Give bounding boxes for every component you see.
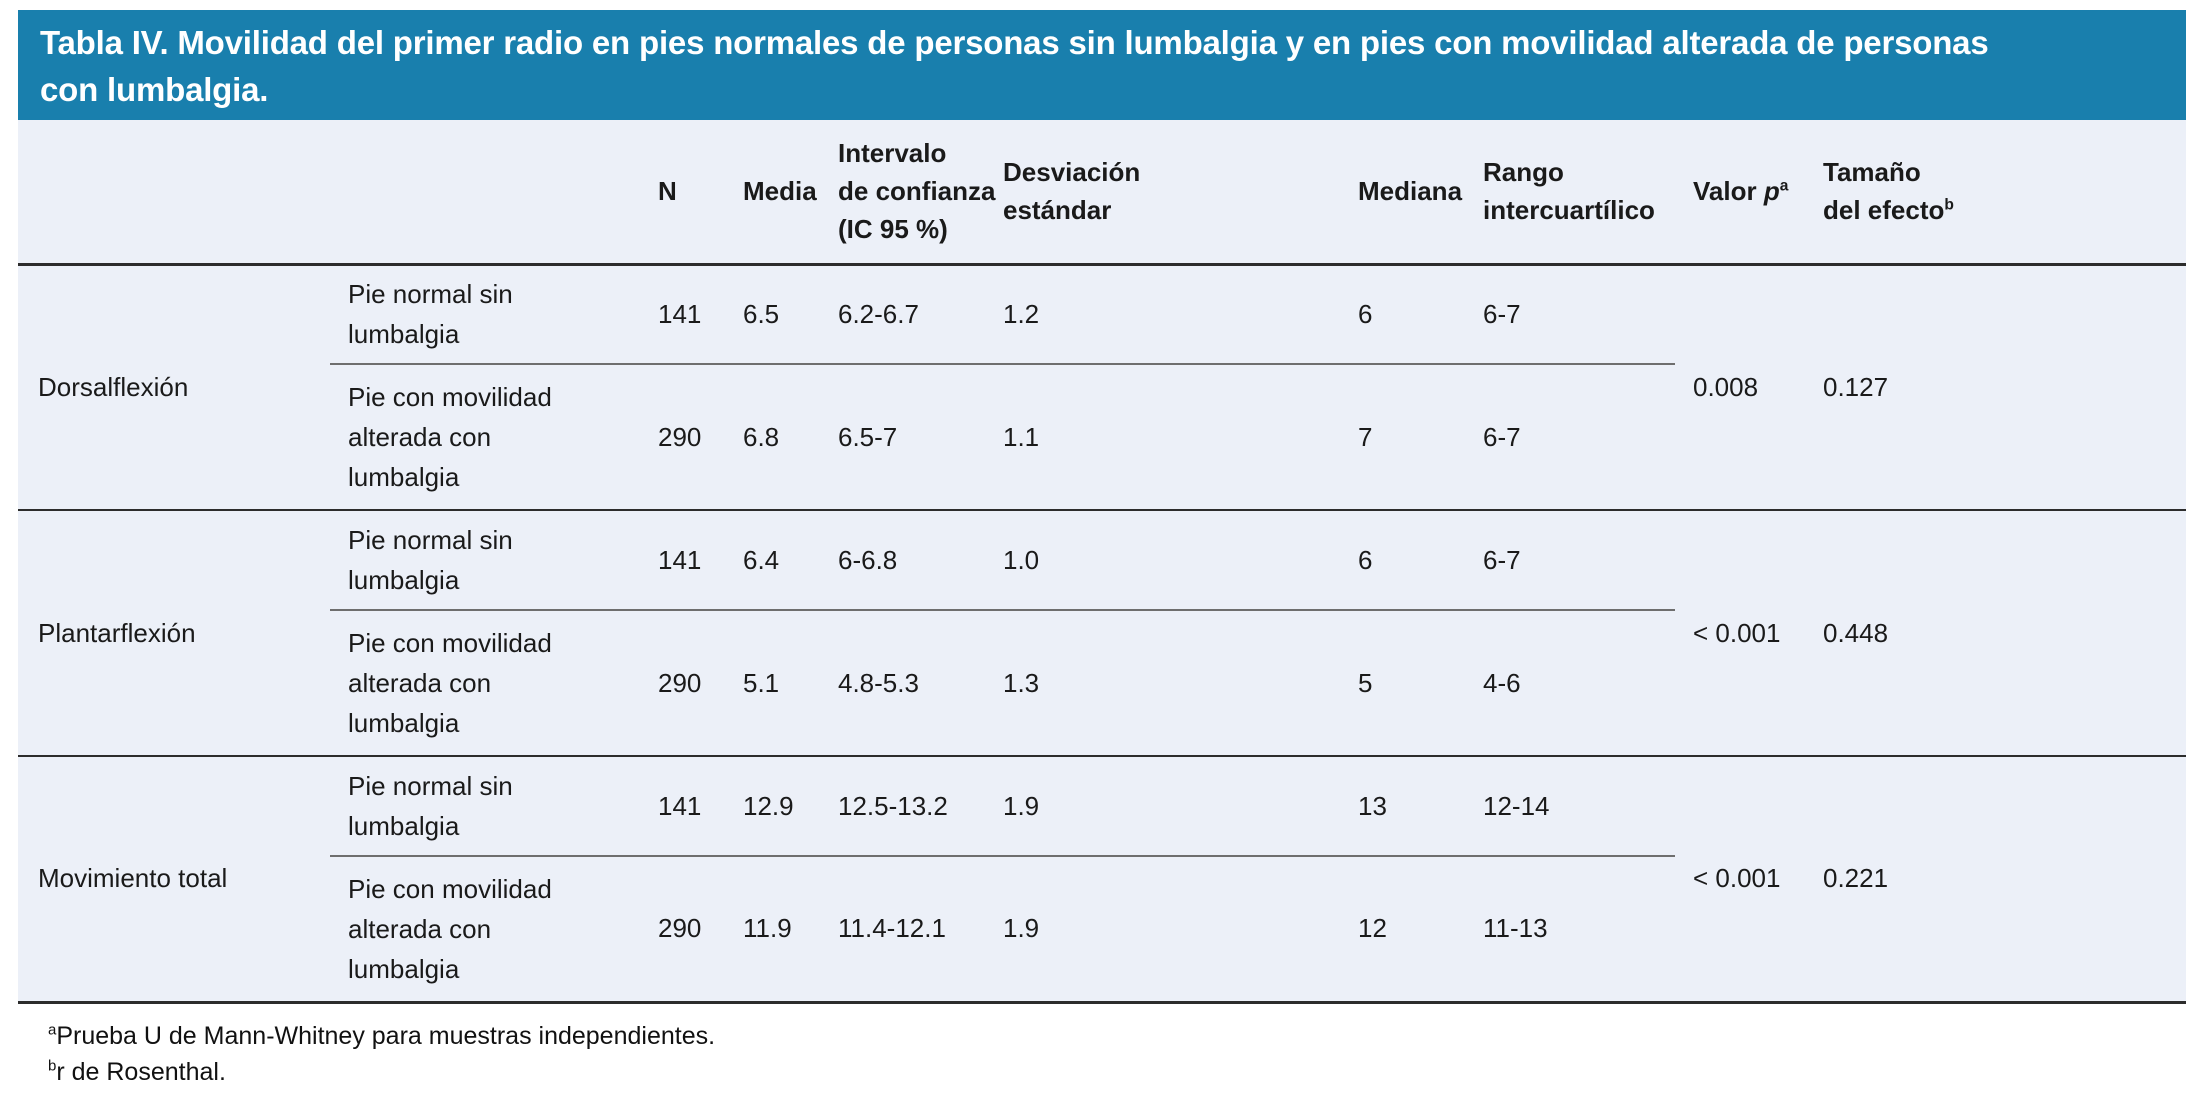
cell-desviacion: 1.9 [985,855,1340,1002]
header-category [18,120,330,266]
header-valor-p: Valor pa [1675,120,1805,266]
cell-valor-p: < 0.001 [1675,509,1805,756]
cell-media: 6.5 [725,263,820,364]
cell-media: 6.8 [725,363,820,510]
cell-n: 141 [640,509,725,610]
cell-category: Movimiento total [18,755,330,1002]
table-row: Pie con movilidad alterada con lumbalgia… [18,363,2186,510]
cell-subgroup: Pie normal sin lumbalgia [330,509,640,610]
table-title-line2: con lumbalgia. [40,71,269,108]
footnotes: aPrueba U de Mann-Whitney para muestras … [18,1004,2186,1090]
cell-rango: 11-13 [1465,855,1675,1002]
table-title-bar: Tabla IV. Movilidad del primer radio en … [18,10,2186,120]
cell-mediana: 12 [1340,855,1465,1002]
table-row: Pie con movilidad alterada con lumbalgia… [18,609,2186,756]
group-dorsalflexion: Dorsalflexión Pie normal sin lumbalgia 1… [18,263,2186,510]
table-row: Plantarflexión Pie normal sin lumbalgia … [18,509,2186,756]
cell-n: 290 [640,855,725,1002]
cell-desviacion: 1.9 [985,755,1340,856]
cell-tamano-efecto: 0.448 [1805,509,2186,756]
cell-ic: 12.5-13.2 [820,755,985,856]
page-container: Tabla IV. Movilidad del primer radio en … [18,10,2186,1090]
group-movimiento-total: Movimiento total Pie normal sin lumbalgi… [18,755,2186,1002]
cell-rango: 12-14 [1465,755,1675,856]
footnote-b: br de Rosenthal. [48,1057,226,1086]
cell-ic: 11.4-12.1 [820,855,985,1002]
table-title-line1: Tabla IV. Movilidad del primer radio en … [40,24,1989,61]
cell-rango: 6-7 [1465,363,1675,510]
mobility-table: N Media Intervalo de confianza (IC 95 %)… [18,120,2186,1004]
table-header: N Media Intervalo de confianza (IC 95 %)… [18,120,2186,266]
cell-valor-p: < 0.001 [1675,755,1805,1002]
header-desviacion: Desviación estándar [985,120,1340,266]
cell-n: 290 [640,363,725,510]
cell-mediana: 7 [1340,363,1465,510]
cell-desviacion: 1.0 [985,509,1340,610]
table-row: Pie con movilidad alterada con lumbalgia… [18,855,2186,1002]
cell-tamano-efecto: 0.127 [1805,263,2186,510]
cell-ic: 6.5-7 [820,363,985,510]
cell-rango: 6-7 [1465,509,1675,610]
cell-subgroup: Pie con movilidad alterada con lumbalgia [330,855,640,1002]
header-mediana: Mediana [1340,120,1465,266]
cell-subgroup: Pie con movilidad alterada con lumbalgia [330,609,640,756]
cell-category: Plantarflexión [18,509,330,756]
header-row: N Media Intervalo de confianza (IC 95 %)… [18,120,2186,266]
cell-media: 12.9 [725,755,820,856]
cell-tamano-efecto: 0.221 [1805,755,2186,1002]
cell-media: 6.4 [725,509,820,610]
cell-category: Dorsalflexión [18,263,330,510]
cell-n: 141 [640,263,725,364]
cell-mediana: 6 [1340,263,1465,364]
cell-mediana: 6 [1340,509,1465,610]
cell-subgroup: Pie normal sin lumbalgia [330,755,640,856]
group-plantarflexion: Plantarflexión Pie normal sin lumbalgia … [18,509,2186,756]
cell-media: 11.9 [725,855,820,1002]
cell-rango: 4-6 [1465,609,1675,756]
footnote-a: aPrueba U de Mann-Whitney para muestras … [48,1021,716,1050]
cell-mediana: 5 [1340,609,1465,756]
header-media: Media [725,120,820,266]
cell-desviacion: 1.3 [985,609,1340,756]
table-row: Movimiento total Pie normal sin lumbalgi… [18,755,2186,1002]
cell-mediana: 13 [1340,755,1465,856]
header-rango: Rango intercuartílico [1465,120,1675,266]
header-tamano-efecto: Tamaño del efectob [1805,120,2186,266]
cell-n: 290 [640,609,725,756]
header-subgroup [330,120,640,266]
cell-valor-p: 0.008 [1675,263,1805,510]
table-row: Dorsalflexión Pie normal sin lumbalgia 1… [18,263,2186,510]
cell-media: 5.1 [725,609,820,756]
header-n: N [640,120,725,266]
cell-ic: 4.8-5.3 [820,609,985,756]
cell-subgroup: Pie con movilidad alterada con lumbalgia [330,363,640,510]
cell-ic: 6.2-6.7 [820,263,985,364]
cell-rango: 6-7 [1465,263,1675,364]
cell-desviacion: 1.1 [985,363,1340,510]
cell-subgroup: Pie normal sin lumbalgia [330,263,640,364]
cell-n: 141 [640,755,725,856]
cell-desviacion: 1.2 [985,263,1340,364]
cell-ic: 6-6.8 [820,509,985,610]
header-ic: Intervalo de confianza (IC 95 %) [820,120,995,266]
